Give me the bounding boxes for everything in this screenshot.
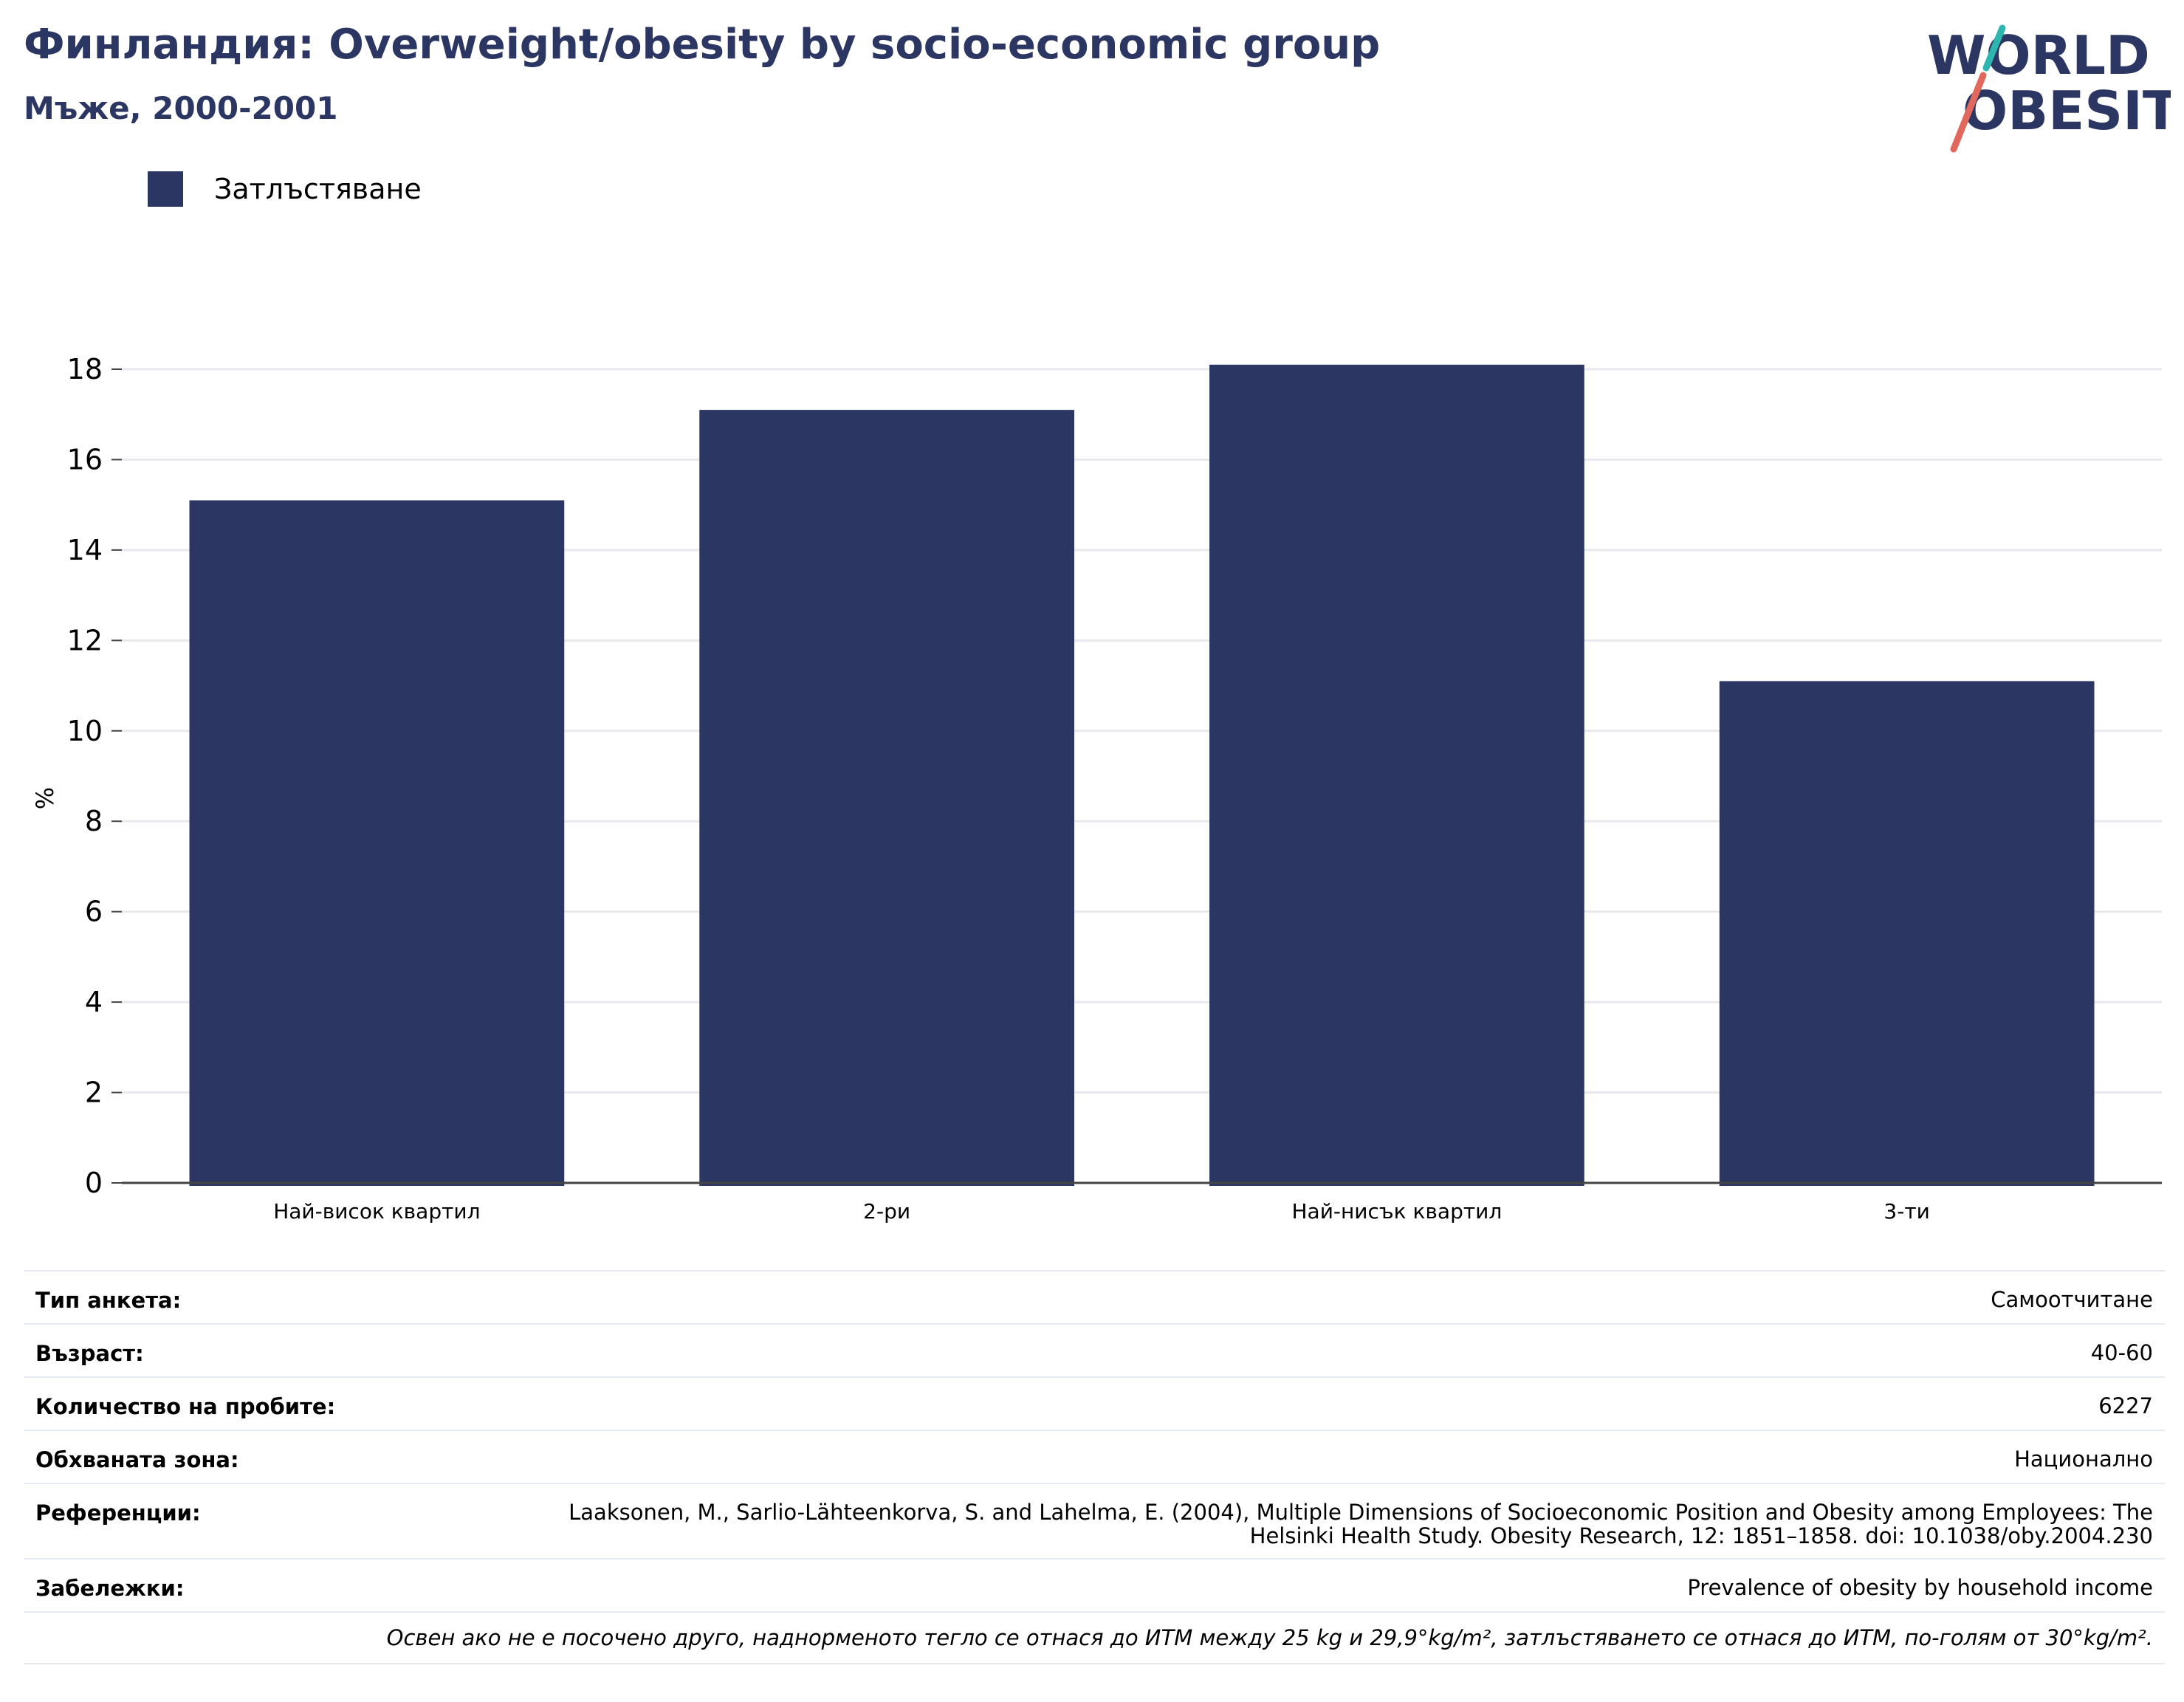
- notes-label: Забележки:: [35, 1576, 185, 1601]
- chart-legend[interactable]: Затлъстяване: [148, 171, 422, 207]
- footnote-row: Освен ако не е посочено друго, наднормен…: [24, 1611, 2165, 1664]
- x-tick-label: 3-ти: [1883, 1199, 1929, 1224]
- logo-coral-slash: [1950, 72, 1987, 153]
- area-value: Национално: [2014, 1447, 2153, 1472]
- notes-value: Prevalence of obesity by household incom…: [1687, 1575, 2153, 1600]
- page-title: Финландия: Overweight/obesity by socio-e…: [24, 21, 1381, 69]
- y-tick-label: 2: [85, 1077, 103, 1109]
- x-tick-label: 2-ри: [863, 1199, 910, 1224]
- logo-word-obesity: OBESITY: [1962, 80, 2171, 142]
- x-tick-label: Най-висок квартил: [273, 1199, 480, 1224]
- y-axis-label: %: [31, 787, 59, 809]
- references-value: Laaksonen, M., Sarlio-Lähteenkorva, S. a…: [569, 1500, 2153, 1548]
- area-label: Обхваната зона:: [35, 1447, 239, 1472]
- world-obesity-logo: WORLD OBESITY: [1927, 24, 2171, 153]
- legend-label: Затлъстяване: [214, 173, 422, 205]
- logo-teal-slash: [1982, 24, 2006, 72]
- y-tick-label: 8: [85, 805, 103, 837]
- page-subtitle: Мъже, 2000-2001: [24, 90, 338, 126]
- footnote-text: Освен ако не е посочено друго, наднормен…: [386, 1625, 2153, 1650]
- y-tick-label: 6: [85, 896, 103, 928]
- logo-word-world: WORLD: [1927, 24, 2150, 86]
- y-tick-label: 16: [67, 443, 103, 476]
- x-tick-label: Най-нисък квартил: [1291, 1199, 1502, 1224]
- bar-chart: 0 2 4 6 8 10 12 14 16 18% Най-висок квартил 2-ри Най…: [31, 353, 2162, 1224]
- info-row-area: Обхваната зона: Национално: [24, 1430, 2165, 1483]
- sample-size-value: 6227: [2098, 1393, 2153, 1418]
- bar: [1209, 364, 1584, 1186]
- info-row-references: Референции: Laaksonen, M., Sarlio-Lähtee…: [24, 1483, 2165, 1558]
- y-tick-label: 10: [67, 715, 103, 747]
- y-tick-label: 0: [85, 1167, 103, 1199]
- survey-type-value: Самоотчитане: [1991, 1287, 2153, 1312]
- y-tick-label: 4: [85, 986, 103, 1018]
- bar: [189, 500, 565, 1186]
- info-row-survey-type: Тип анкета: Самоотчитане: [24, 1270, 2165, 1323]
- y-tick-label: 14: [67, 534, 103, 566]
- y-tick-label: 18: [67, 353, 103, 385]
- age-value: 40-60: [2090, 1340, 2153, 1365]
- info-row-sample-size: Количество на пробите: 6227: [24, 1376, 2165, 1430]
- legend-swatch: [148, 171, 183, 207]
- age-label: Възраст:: [35, 1341, 144, 1366]
- survey-type-label: Тип анкета:: [35, 1288, 182, 1313]
- info-table: Тип анкета: Самоотчитане Възраст: 40-60 …: [24, 1270, 2165, 1664]
- info-row-notes: Забележки: Prevalence of obesity by hous…: [24, 1558, 2165, 1611]
- bar: [1719, 681, 2095, 1186]
- y-tick-label: 12: [67, 624, 103, 656]
- sample-size-label: Количество на пробите:: [35, 1394, 336, 1419]
- info-row-age: Възраст: 40-60: [24, 1323, 2165, 1376]
- bar: [699, 410, 1074, 1186]
- references-label: Референции:: [35, 1500, 201, 1526]
